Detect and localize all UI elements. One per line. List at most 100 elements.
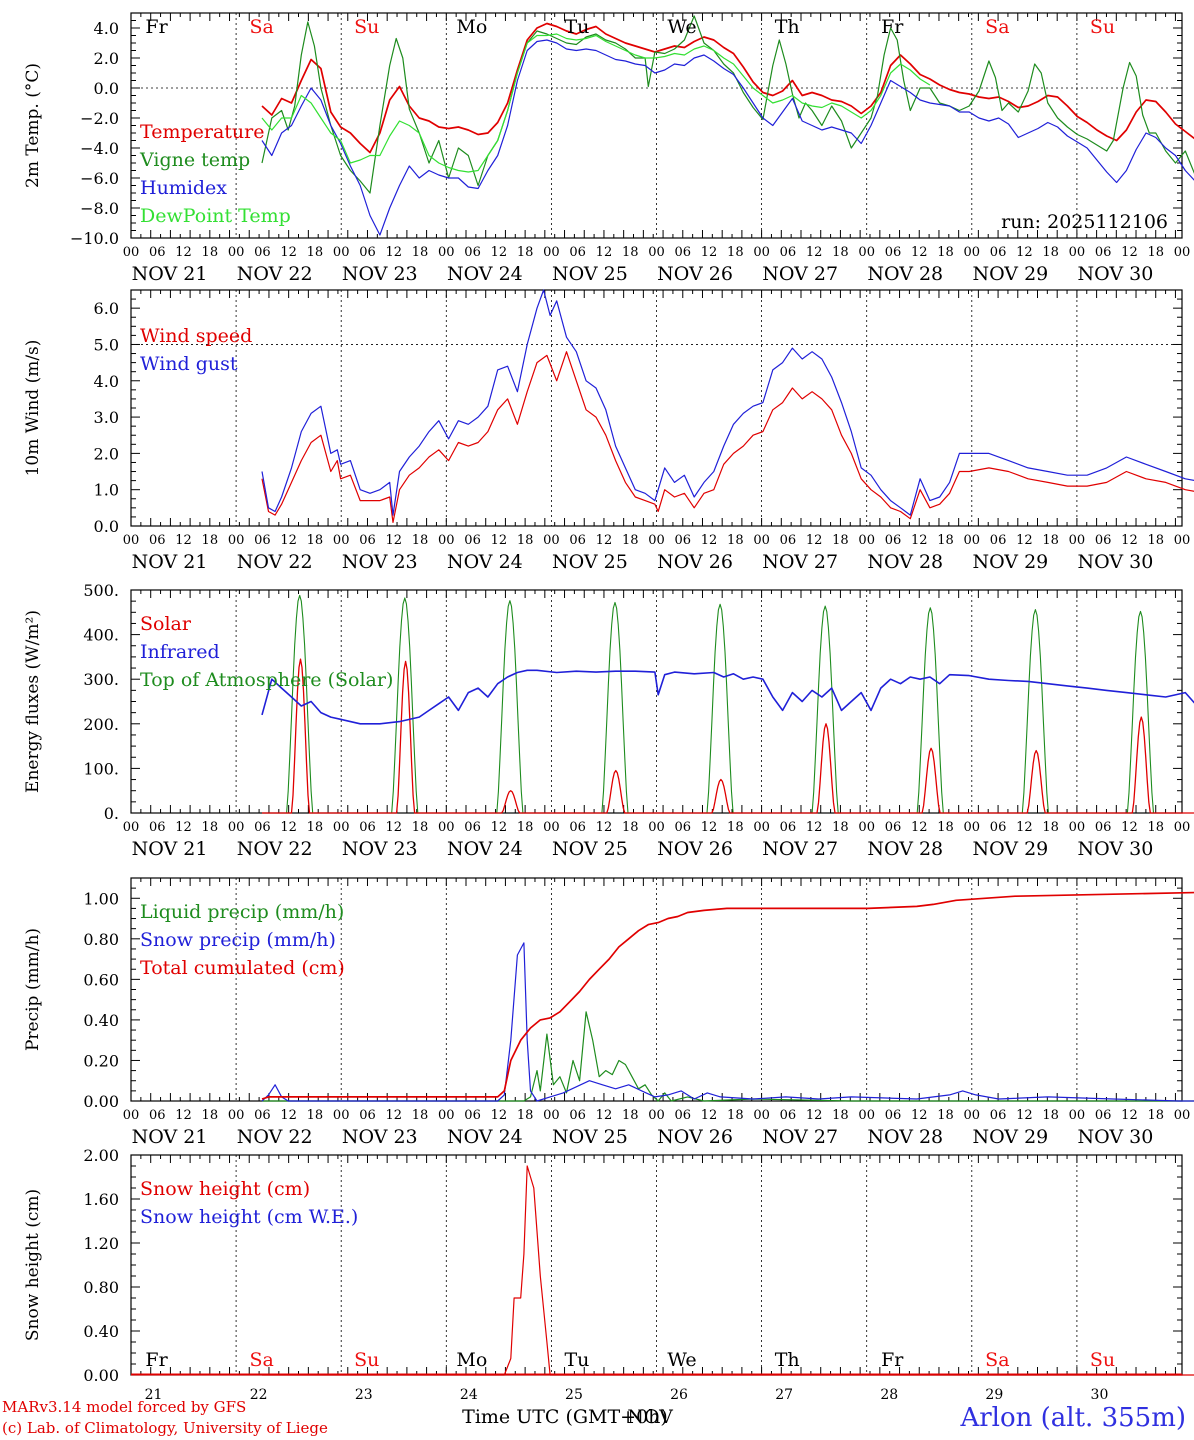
series-vigne-temp	[261, 15, 1194, 194]
hour-tick-label: 12	[806, 1108, 823, 1123]
series-snow-height-cm-	[262, 1165, 1194, 1376]
weekday-label: Mo	[456, 16, 487, 38]
date-label: NOV 29	[972, 1126, 1048, 1148]
hour-tick-label: 12	[1121, 1108, 1138, 1123]
y-tick-label: 200.	[83, 715, 119, 734]
hour-tick-label: 12	[175, 245, 192, 260]
y-tick-label: 2.0	[94, 444, 119, 463]
date-label: NOV 21	[132, 263, 208, 285]
y-tick-label: −10.0	[70, 229, 119, 248]
date-label: NOV 22	[237, 1126, 313, 1148]
hour-tick-label: 18	[622, 1108, 639, 1123]
y-tick-label: 300.	[83, 670, 119, 689]
day-number: 21	[145, 1387, 163, 1403]
date-label: NOV 28	[867, 838, 943, 860]
hour-tick-label: 06	[149, 533, 166, 548]
weekday-label: Fr	[145, 1349, 168, 1371]
date-label: NOV 21	[132, 1126, 208, 1148]
panel-snow: 0.00 0.40 0.80 1.20 1.60 2.00 Snow height (cm)…	[23, 1146, 1194, 1385]
date-label: NOV 24	[447, 1126, 523, 1148]
weekday-label: Th	[775, 16, 800, 38]
hour-tick-label: 18	[1042, 533, 1059, 548]
hour-tick-label: 06	[1095, 820, 1112, 835]
hour-tick-label: 00	[858, 245, 875, 260]
hour-tick-label: 06	[254, 820, 271, 835]
date-label: NOV 25	[552, 551, 628, 573]
hour-tick-label: 00	[964, 820, 981, 835]
weekday-label: Sa	[249, 1349, 273, 1371]
hour-tick-label: 00	[648, 533, 665, 548]
y-axis-label: Energy fluxes (W/m²)	[23, 610, 43, 793]
date-label: NOV 28	[867, 1126, 943, 1148]
hour-tick-label: 00	[228, 533, 245, 548]
weekday-label: Fr	[145, 16, 168, 38]
hour-tick-label: 06	[675, 533, 692, 548]
date-label: NOV 26	[657, 838, 733, 860]
date-label: NOV 23	[342, 263, 418, 285]
date-label: NOV 26	[657, 1126, 733, 1148]
hour-tick-label: 06	[780, 245, 797, 260]
hour-tick-label: 00	[753, 245, 770, 260]
hour-tick-label: 12	[280, 245, 297, 260]
hour-tick-label: 18	[937, 820, 954, 835]
hour-tick-label: 06	[675, 245, 692, 260]
y-tick-label: 0.60	[83, 970, 119, 989]
hour-tick-label: 06	[464, 820, 481, 835]
hour-tick-label: 06	[464, 1108, 481, 1123]
date-label: NOV 30	[1078, 1126, 1154, 1148]
hour-tick-label: 00	[753, 533, 770, 548]
hour-tick-label: 00	[333, 533, 350, 548]
hour-tick-label: 06	[359, 1108, 376, 1123]
hour-tick-label: 18	[412, 820, 429, 835]
date-label: NOV 24	[447, 551, 523, 573]
hour-tick-label: 06	[1095, 245, 1112, 260]
date-label: NOV 30	[1078, 838, 1154, 860]
date-label: NOV 21	[132, 838, 208, 860]
hour-tick-label: 18	[1147, 820, 1164, 835]
y-tick-label: 1.00	[83, 889, 119, 908]
hour-tick-label: 12	[1016, 820, 1033, 835]
hour-tick-label: 12	[1121, 533, 1138, 548]
date-label: NOV 27	[762, 1126, 838, 1148]
day-number: 24	[460, 1387, 478, 1403]
date-label: NOV 24	[447, 263, 523, 285]
series-wind-speed	[261, 351, 1194, 524]
hour-tick-label: 12	[701, 533, 718, 548]
hour-tick-label: 00	[123, 533, 140, 548]
y-tick-label: −6.0	[80, 169, 119, 188]
hour-tick-label: 18	[517, 1108, 534, 1123]
y-tick-label: 2.0	[94, 49, 119, 68]
hour-tick-label: 00	[858, 1108, 875, 1123]
date-label: NOV 28	[867, 263, 943, 285]
date-label: NOV 23	[342, 551, 418, 573]
weekday-label: Fr	[881, 1349, 904, 1371]
date-label: NOV 26	[657, 551, 733, 573]
hour-tick-label: 00	[438, 245, 455, 260]
date-label: NOV 30	[1078, 551, 1154, 573]
hour-tick-label: 12	[280, 1108, 297, 1123]
hour-tick-label: 12	[596, 820, 613, 835]
weekday-label: We	[667, 1349, 696, 1371]
hour-tick-label: 12	[1016, 533, 1033, 548]
series-total-cumulated-cm-	[261, 891, 1194, 1100]
hour-tick-label: 06	[990, 1108, 1007, 1123]
y-tick-label: 0.00	[83, 1366, 119, 1385]
model-credit: MARv3.14 model forced by GFS	[2, 1398, 247, 1416]
date-label: NOV 22	[237, 263, 313, 285]
hour-tick-label: 06	[885, 245, 902, 260]
series-wind-gust	[261, 289, 1194, 516]
y-axis-label: Snow height (cm)	[23, 1189, 43, 1341]
y-tick-label: 0.40	[83, 1322, 119, 1341]
hour-tick-label: 18	[1147, 533, 1164, 548]
hour-tick-label: 06	[359, 245, 376, 260]
hour-tick-label: 18	[832, 533, 849, 548]
hour-tick-label: 00	[543, 820, 560, 835]
hour-tick-label: 00	[1174, 533, 1191, 548]
hour-tick-label: 12	[1121, 245, 1138, 260]
date-label: NOV 22	[237, 838, 313, 860]
hour-tick-label: 12	[596, 1108, 613, 1123]
legend-entry: Snow precip (mm/h)	[140, 929, 336, 951]
legend-entry: Infrared	[140, 641, 220, 663]
y-tick-label: 400.	[83, 626, 119, 645]
